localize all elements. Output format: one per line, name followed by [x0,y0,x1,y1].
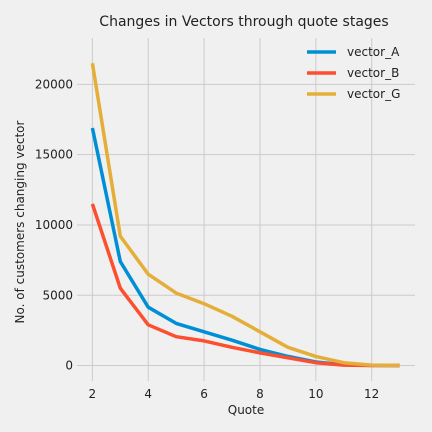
series-line-vector_G [90,63,400,368]
x-tick-label: 10 [308,387,323,401]
x-tick-label: 2 [89,387,97,401]
x-tick-label: 12 [364,387,379,401]
x-axis-label: Quote [228,403,264,417]
series-line-vector_B [90,203,400,368]
y-tick-label: 10000 [35,218,73,232]
grid [77,38,415,381]
y-axis-label: No. of customers changing vector [13,120,27,323]
chart-title: Changes in Vectors through quote stages [99,14,388,30]
legend-label-vector_B: vector_B [347,66,399,80]
x-tick-label: 6 [200,387,208,401]
legend-label-vector_A: vector_A [347,45,400,59]
y-axis-ticks: 0 5000 10000 15000 20000 [35,77,73,372]
y-tick-label: 20000 [35,77,73,91]
y-tick-label: 15000 [35,148,73,162]
x-axis-ticks: 2 4 6 8 10 12 [89,387,380,401]
legend-label-vector_G: vector_G [347,87,400,101]
y-tick-label: 0 [65,359,73,373]
y-tick-label: 5000 [42,288,73,302]
series-line-vector_A [90,127,400,368]
x-tick-label: 4 [144,387,152,401]
series-lines [90,63,400,368]
legend: vector_A vector_B vector_G [307,45,400,101]
x-tick-label: 8 [256,387,264,401]
